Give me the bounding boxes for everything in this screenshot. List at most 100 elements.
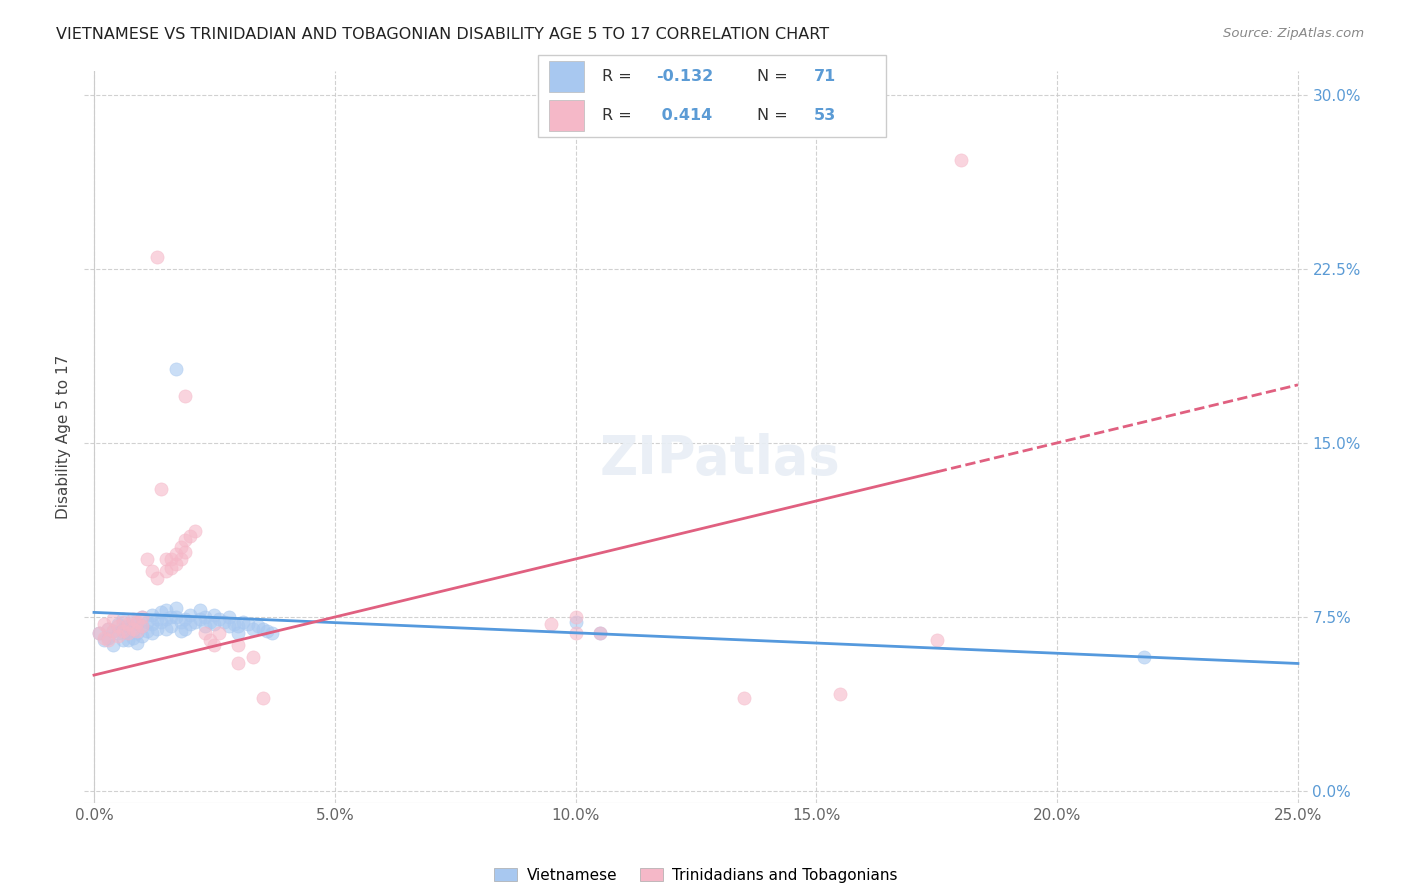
Point: [218, 610, 240, 624]
Text: N =: N =: [756, 69, 793, 84]
Point: [93, 631, 115, 645]
Point: [150, 615, 173, 629]
Point: [141, 607, 163, 622]
Point: [127, 635, 149, 649]
Point: [232, 615, 254, 629]
Point: [117, 617, 139, 632]
Point: [1133, 649, 1156, 664]
Text: N =: N =: [756, 108, 793, 123]
Point: [160, 619, 183, 633]
Point: [136, 552, 159, 566]
Point: [87, 626, 110, 640]
Point: [236, 617, 259, 632]
Point: [131, 610, 153, 624]
Point: [208, 612, 231, 626]
Point: [145, 250, 167, 264]
Point: [830, 687, 852, 701]
Point: [242, 649, 264, 664]
Point: [107, 626, 129, 640]
Point: [117, 619, 139, 633]
Point: [174, 612, 197, 626]
Point: [252, 622, 274, 636]
Point: [97, 622, 120, 636]
Point: [733, 691, 755, 706]
Point: [103, 612, 125, 626]
Point: [117, 626, 139, 640]
Point: [252, 691, 274, 706]
Point: [564, 626, 586, 640]
Point: [103, 624, 125, 638]
Text: Source: ZipAtlas.com: Source: ZipAtlas.com: [1223, 27, 1364, 40]
Point: [228, 638, 250, 652]
Point: [184, 615, 207, 629]
Point: [202, 617, 225, 632]
Point: [111, 615, 134, 629]
Point: [107, 629, 129, 643]
Point: [131, 629, 153, 643]
Point: [145, 570, 167, 584]
Point: [170, 552, 193, 566]
Text: 53: 53: [814, 108, 837, 123]
Point: [107, 619, 129, 633]
Text: -0.132: -0.132: [657, 69, 713, 84]
Point: [165, 361, 187, 376]
Point: [170, 624, 193, 638]
Point: [170, 615, 193, 629]
Text: 0.414: 0.414: [657, 108, 713, 123]
Point: [228, 626, 250, 640]
Point: [111, 624, 134, 638]
Point: [127, 626, 149, 640]
Point: [103, 624, 125, 638]
Point: [155, 622, 177, 636]
Point: [131, 619, 153, 633]
Point: [564, 615, 586, 629]
Point: [202, 638, 225, 652]
Point: [212, 615, 235, 629]
Point: [242, 622, 264, 636]
Point: [93, 617, 115, 632]
Point: [117, 633, 139, 648]
Point: [141, 626, 163, 640]
Y-axis label: Disability Age 5 to 17: Disability Age 5 to 17: [56, 355, 72, 519]
FancyBboxPatch shape: [538, 55, 886, 136]
Point: [160, 552, 183, 566]
Point: [165, 600, 187, 615]
Point: [262, 626, 284, 640]
FancyBboxPatch shape: [548, 100, 585, 130]
Point: [93, 633, 115, 648]
Point: [155, 552, 177, 566]
Point: [121, 612, 143, 626]
Point: [131, 619, 153, 633]
Point: [127, 624, 149, 638]
Point: [141, 617, 163, 632]
Point: [588, 626, 610, 640]
Point: [145, 622, 167, 636]
Point: [208, 626, 231, 640]
Point: [174, 533, 197, 548]
Point: [87, 626, 110, 640]
Point: [97, 633, 120, 648]
Point: [184, 524, 207, 538]
Point: [228, 657, 250, 671]
Point: [160, 610, 183, 624]
Point: [174, 622, 197, 636]
Point: [97, 631, 120, 645]
Point: [174, 545, 197, 559]
Point: [194, 610, 217, 624]
Point: [150, 483, 173, 497]
FancyBboxPatch shape: [548, 62, 585, 92]
Point: [165, 557, 187, 571]
Point: [179, 607, 201, 622]
Point: [121, 631, 143, 645]
Point: [179, 529, 201, 543]
Legend: Vietnamese, Trinidadians and Tobagonians: Vietnamese, Trinidadians and Tobagonians: [488, 862, 904, 889]
Point: [155, 603, 177, 617]
Point: [540, 617, 562, 632]
Point: [165, 610, 187, 624]
Text: R =: R =: [602, 69, 637, 84]
Point: [202, 607, 225, 622]
Point: [246, 619, 269, 633]
Point: [218, 619, 240, 633]
Point: [925, 633, 948, 648]
Point: [97, 622, 120, 636]
